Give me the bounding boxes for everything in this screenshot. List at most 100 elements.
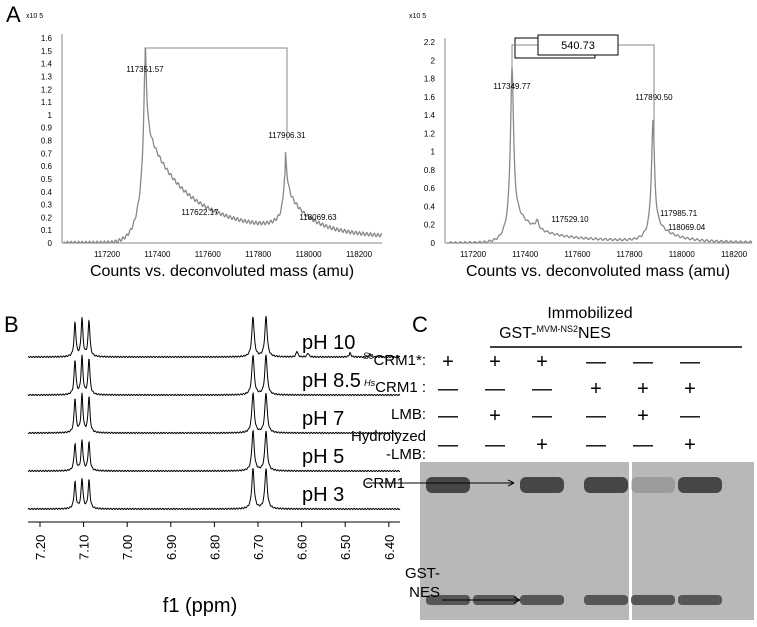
y-tick-label: 1.2 <box>41 85 53 94</box>
sign: + <box>684 378 696 400</box>
sign: — <box>680 405 700 427</box>
y-tick-label: 1.3 <box>41 72 53 81</box>
row-label: LMB: <box>391 406 426 423</box>
sign: + <box>536 434 548 456</box>
crm1-band <box>584 477 628 493</box>
arrow <box>442 596 521 604</box>
sign: — <box>438 405 458 427</box>
scale-label: x10 5 <box>409 13 426 20</box>
x-tick-label: 6.50 <box>338 535 353 560</box>
y-tick-label: 1.4 <box>424 111 436 120</box>
y-tick-label: 0.1 <box>41 226 53 235</box>
sign: — <box>633 434 653 456</box>
row-sup: Hs <box>364 378 375 388</box>
y-tick-label: 1.5 <box>41 47 53 56</box>
peak-label: 118069.04 <box>668 223 706 232</box>
row-label: -LMB: <box>386 446 426 463</box>
construct: GST-MVM-NS2NES <box>499 324 611 342</box>
trace-label: pH 3 <box>302 484 344 506</box>
sign: + <box>489 351 501 373</box>
x-tick-label: 6.40 <box>382 535 397 560</box>
row-text: CRM1 : <box>375 379 426 396</box>
x-tick-label: 117200 <box>460 250 487 259</box>
x-axis-label: Counts vs. deconvoluted mass (amu) <box>90 263 354 280</box>
x-tick-label: 6.90 <box>164 535 179 560</box>
y-tick-label: 0.4 <box>424 202 436 211</box>
x-tick-label: 117600 <box>564 250 591 259</box>
y-tick-label: 0.2 <box>424 221 436 230</box>
x-tick-label: 7.20 <box>33 535 48 560</box>
peak-label: 117349.77 <box>493 82 531 91</box>
gst-band <box>520 595 564 605</box>
gst-band <box>631 595 675 605</box>
peak-label: 117985.71 <box>660 209 698 218</box>
peak-label: 117529.10 <box>551 215 589 224</box>
gst-band <box>678 595 722 605</box>
bracket <box>144 47 288 140</box>
y-tick-label: 1 <box>48 111 53 120</box>
sign: — <box>532 405 552 427</box>
row-label: ScCRM1*: <box>363 351 426 369</box>
x-tick-label: 118000 <box>669 250 696 259</box>
y-tick-label: 0.5 <box>41 175 53 184</box>
peak-label: 117622.17 <box>181 208 219 217</box>
sign: + <box>536 351 548 373</box>
band-label: NES <box>409 584 440 601</box>
construct-part: NES <box>578 325 611 342</box>
x-axis-label: f1 (ppm) <box>163 595 237 617</box>
x-tick-label: 117600 <box>195 250 222 259</box>
x-tick-label: 117400 <box>512 250 539 259</box>
crm1-band <box>678 477 722 493</box>
sign: — <box>633 351 653 373</box>
x-tick-label: 118000 <box>296 250 323 259</box>
sign: + <box>442 351 454 373</box>
y-tick-label: 0.8 <box>41 137 53 146</box>
scale-label: x10 5 <box>26 13 43 20</box>
nmr-trace <box>27 354 401 397</box>
peak-label: 117351.57 <box>126 65 164 74</box>
y-tick-label: 1.8 <box>424 75 436 84</box>
sign: — <box>485 378 505 400</box>
x-tick-label: 7.00 <box>120 535 135 560</box>
y-tick-label: 0 <box>48 239 53 248</box>
y-tick-label: 0.2 <box>41 213 53 222</box>
y-tick-label: 2.2 <box>424 38 436 47</box>
spectrum <box>446 66 753 244</box>
x-tick-label: 7.10 <box>77 535 92 560</box>
nmr-trace <box>27 316 401 359</box>
gst-band <box>584 595 628 605</box>
y-tick-label: 0.3 <box>41 201 53 210</box>
row-text: CRM1*: <box>373 352 426 369</box>
trace-label: pH 10 <box>302 332 355 354</box>
title: Immobilized <box>547 305 632 322</box>
crm1-band <box>631 477 675 493</box>
difference: 540.73 <box>561 40 595 52</box>
y-tick-label: 1.6 <box>424 93 436 102</box>
panel-label: A <box>6 2 21 27</box>
sign: — <box>680 351 700 373</box>
nmr-trace <box>27 429 401 473</box>
spectrum <box>63 47 383 244</box>
x-axis-label: Counts vs. deconvoluted mass (amu) <box>466 263 730 280</box>
nmr-trace <box>27 468 401 511</box>
y-tick-label: 0.4 <box>41 188 53 197</box>
x-tick-label: 117800 <box>617 250 644 259</box>
y-tick-label: 1.1 <box>41 98 53 107</box>
crm1-band <box>426 477 470 493</box>
crm1-band <box>520 477 564 493</box>
x-tick-label: 118200 <box>721 250 748 259</box>
trace-label: pH 7 <box>302 408 344 430</box>
sign: — <box>438 434 458 456</box>
y-tick-label: 0.7 <box>41 149 53 158</box>
sign: + <box>637 378 649 400</box>
sign: + <box>489 405 501 427</box>
sign: — <box>438 378 458 400</box>
panel-label: C <box>412 312 428 337</box>
row-text: LMB: <box>391 406 426 423</box>
band-label: GST- <box>405 565 440 582</box>
y-tick-label: 0.6 <box>41 162 53 171</box>
y-tick-label: 0.9 <box>41 124 53 133</box>
sign: — <box>485 434 505 456</box>
bracket <box>511 44 655 140</box>
